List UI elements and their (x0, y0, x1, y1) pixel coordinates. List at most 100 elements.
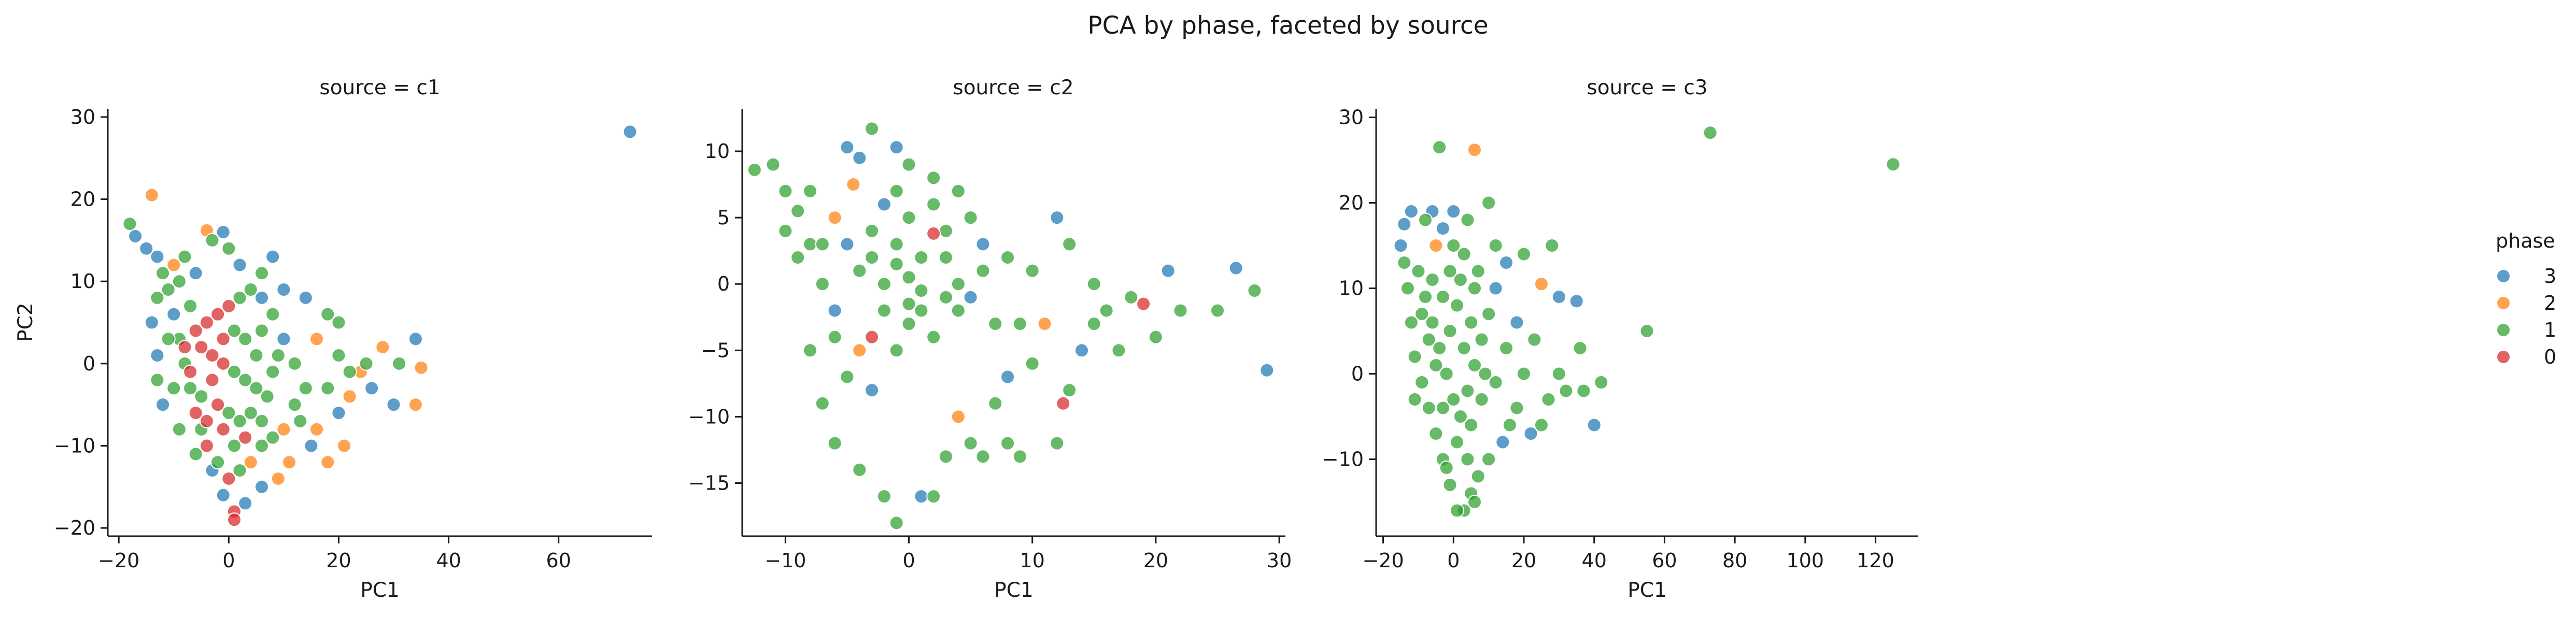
scatter-point-phase-3 (150, 249, 165, 264)
scatter-point-phase-1 (988, 317, 1003, 332)
scatter-point-phase-2 (271, 471, 286, 486)
scatter-point-phase-1 (803, 343, 817, 358)
scatter-point-phase-1 (1703, 125, 1718, 140)
scatter-point-phase-1 (1062, 237, 1077, 252)
scatter-point-phase-1 (803, 237, 817, 252)
scatter-point-phase-3 (876, 197, 891, 212)
y-tick-label: 10 (70, 270, 95, 293)
scatter-point-phase-1 (939, 223, 953, 238)
legend-label-3: 3 (2544, 265, 2556, 288)
scatter-point-phase-2 (414, 360, 429, 375)
scatter-point-phase-1 (320, 381, 335, 396)
scatter-point-phase-1 (1594, 375, 1609, 390)
scatter-point-phase-1 (975, 449, 990, 464)
scatter-point-phase-1 (265, 307, 280, 322)
scatter-point-phase-1 (926, 489, 941, 504)
x-tick-label: 80 (1722, 549, 1747, 572)
y-tick-label: −10 (688, 405, 730, 428)
scatter-points (1393, 125, 1901, 518)
scatter-point-phase-1 (951, 277, 966, 292)
scatter-point-phase-1 (1534, 418, 1549, 433)
scatter-point-phase-1 (1464, 315, 1479, 330)
x-tick-label: 30 (1267, 549, 1292, 572)
scatter-point-phase-1 (1210, 303, 1225, 318)
scatter-point-phase-1 (1247, 283, 1262, 298)
scatter-point-phase-1 (876, 277, 891, 292)
scatter-point-phase-3 (216, 224, 231, 239)
y-tick-label: 30 (70, 106, 95, 128)
scatter-point-phase-1 (183, 381, 198, 396)
legend-marker-0 (2496, 350, 2511, 364)
x-axis-label: PC1 (360, 579, 400, 602)
scatter-point-phase-0 (210, 307, 225, 322)
x-tick-label: −10 (765, 549, 806, 572)
scatter-point-phase-1 (975, 263, 990, 278)
scatter-point-phase-1 (238, 332, 253, 347)
y-tick-label: −20 (54, 516, 95, 539)
scatter-point-phase-0 (1056, 396, 1071, 411)
y-tick-label: −10 (1322, 448, 1364, 471)
scatter-point-phase-1 (1460, 383, 1475, 398)
scatter-point-phase-2 (337, 438, 352, 453)
scatter-point-phase-1 (747, 162, 762, 177)
scatter-point-phase-3 (276, 332, 291, 347)
scatter-point-phase-1 (778, 183, 793, 198)
scatter-point-phase-1 (1000, 436, 1015, 451)
scatter-point-phase-1 (1474, 392, 1489, 407)
scatter-point-phase-1 (1050, 436, 1065, 451)
scatter-point-phase-1 (232, 290, 247, 305)
x-ticks: −20 0 20 40 60 80 100 120 (1362, 536, 1894, 572)
scatter-point-phase-1 (1421, 332, 1436, 347)
x-tick-label: 40 (1582, 549, 1607, 572)
scatter-point-phase-1 (901, 270, 916, 285)
scatter-point-phase-0 (188, 406, 203, 421)
scatter-point-phase-1 (331, 348, 346, 363)
x-tick-label: −20 (1362, 549, 1404, 572)
scatter-point-phase-1 (1411, 264, 1426, 279)
scatter-point-phase-1 (161, 282, 176, 297)
scatter-point-phase-3 (1404, 204, 1419, 219)
scatter-point-phase-1 (232, 413, 247, 428)
scatter-point-phase-2 (1534, 277, 1549, 292)
panel-c2: source = c2 −10 0 10 20 30 −15 −10 −5 0 5 10 PC1 (688, 76, 1292, 602)
x-axis-label: PC1 (994, 579, 1034, 602)
scatter-point-phase-1 (1099, 303, 1114, 318)
scatter-point-phase-3 (254, 479, 269, 494)
scatter-point-phase-0 (865, 329, 880, 345)
scatter-point-phase-1 (1435, 400, 1450, 415)
scatter-point-phase-3 (276, 282, 291, 297)
scatter-point-phase-1 (815, 277, 830, 292)
x-tick-label: 20 (1511, 549, 1536, 572)
scatter-point-phase-1 (926, 329, 941, 345)
scatter-point-phase-1 (287, 356, 302, 371)
scatter-point-phase-1 (1456, 341, 1471, 355)
scatter-point-phase-3 (827, 303, 842, 318)
scatter-point-phase-2 (166, 257, 181, 272)
scatter-point-phase-1 (1442, 264, 1457, 279)
scatter-point-phase-2 (243, 455, 258, 470)
scatter-point-phase-3 (386, 397, 401, 412)
scatter-point-phase-1 (1559, 383, 1574, 398)
scatter-point-phase-1 (889, 237, 904, 252)
scatter-point-phase-1 (914, 283, 929, 298)
scatter-point-phase-1 (227, 323, 242, 338)
scatter-point-phase-1 (1481, 452, 1496, 467)
x-tick-label: 60 (1652, 549, 1677, 572)
scatter-point-phase-1 (901, 296, 916, 311)
scatter-point-phase-1 (1478, 366, 1493, 381)
scatter-point-phase-1 (1551, 366, 1566, 381)
scatter-point-phase-3 (1551, 290, 1566, 304)
scatter-point-phase-0 (188, 323, 203, 338)
scatter-point-phase-0 (216, 332, 231, 347)
scatter-point-phase-1 (1481, 195, 1496, 210)
scatter-point-phase-0 (926, 226, 941, 241)
scatter-point-phase-1 (205, 233, 220, 248)
scatter-point-phase-1 (951, 303, 966, 318)
scatter-point-phase-1 (963, 436, 978, 451)
scatter-point-phase-3 (1435, 221, 1450, 236)
scatter-point-phase-1 (260, 389, 275, 404)
scatter-point-phase-1 (1421, 400, 1436, 415)
scatter-point-phase-3 (840, 140, 855, 155)
scatter-point-phase-2 (852, 343, 867, 358)
